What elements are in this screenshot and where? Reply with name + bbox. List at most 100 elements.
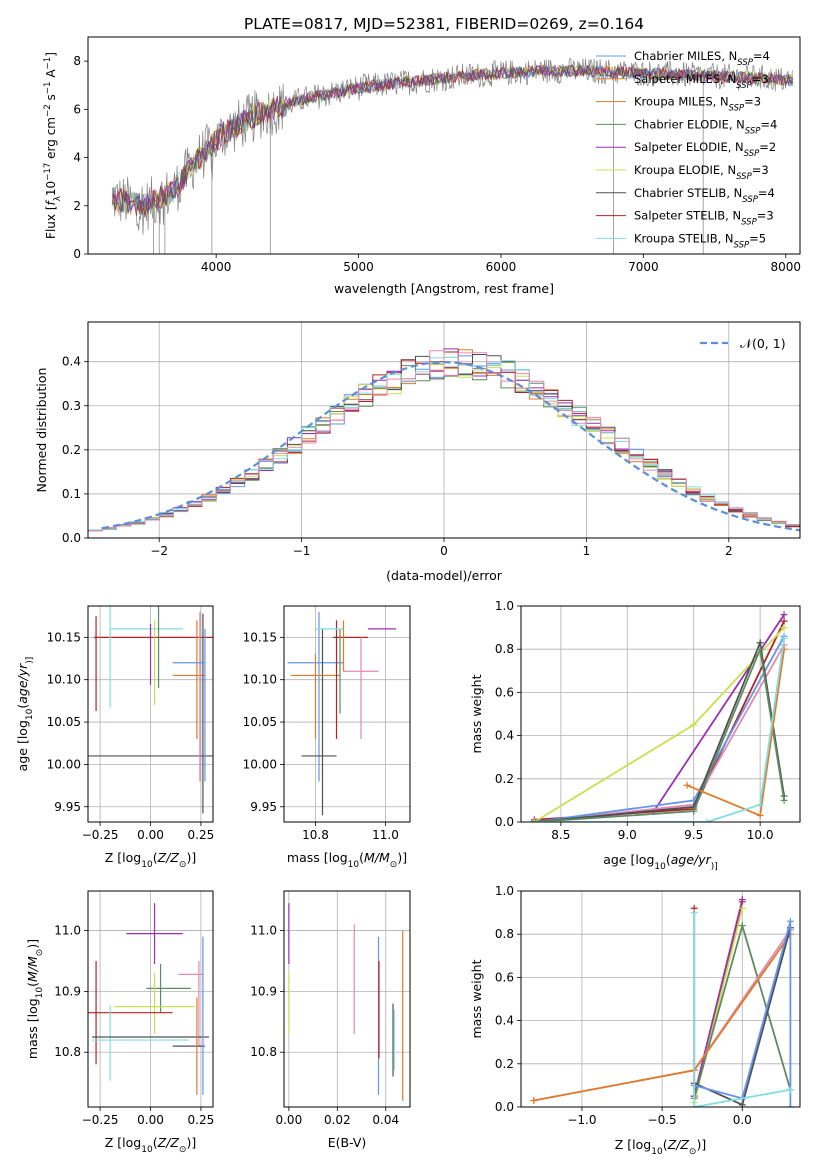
- y-tick-label: 10.00: [243, 757, 277, 771]
- spectrum-lines: [111, 57, 794, 254]
- weight-series: [530, 611, 788, 822]
- weight-line-purple: [693, 899, 744, 1097]
- spectrum-title: PLATE=0817, MJD=52381, FIBERID=0269, z=0…: [244, 15, 644, 33]
- y-tick-label: 10.8: [54, 1045, 81, 1059]
- x-tick-label: −1: [293, 544, 311, 558]
- weight-marker: [786, 1103, 794, 1107]
- y-tick-label: 10.8: [250, 1045, 277, 1059]
- ylabel: mass weight: [469, 959, 484, 1038]
- y-tick-label: 10.10: [47, 673, 81, 687]
- x-tick-label: 8000: [770, 260, 801, 274]
- y-tick-label: 1.0: [495, 599, 514, 613]
- mass-vs-metallicity-panel: −0.25 0.00 0.25 10.8 10.9 11.0 Z [log10(Z/Z⊙)]…: [25, 890, 214, 1155]
- y-tick-label: 0.6: [495, 970, 514, 984]
- weight-marker: [738, 1101, 746, 1107]
- x-tick-label: 9.5: [684, 828, 703, 842]
- y-tick-label: 0.8: [495, 642, 514, 656]
- weight-marker: [780, 611, 788, 619]
- y-tick-label: 10.10: [243, 673, 277, 687]
- model-line-dark: [112, 64, 794, 216]
- x-tick-label: −0.25: [82, 1113, 119, 1127]
- xlabel: Z [log10(Z/Z⊙)]: [105, 850, 196, 870]
- legend-entry: Kroupa ELODIE, NSSP=3: [634, 163, 769, 182]
- x-tick-label: 10.8: [302, 828, 329, 842]
- error-bars: [88, 606, 213, 814]
- y-tick-label: 6: [73, 102, 81, 116]
- grid-lines: [284, 891, 410, 1107]
- x-tick-label: 0.02: [324, 1113, 351, 1127]
- grid-lines: [521, 605, 800, 823]
- x-tick-label: −0.5: [648, 1113, 677, 1127]
- legend-entry: Salpeter MILES, NSSP=3: [634, 72, 769, 91]
- y-tick-label: 0.4: [495, 729, 514, 743]
- weight-vs-age-panel: 8.5 9.0 9.5 10.0 0.0 0.2 0.4 0.6 0.8 1.0 age [log1…: [469, 599, 801, 872]
- xlabel: mass [log10(M/M⊙)]: [287, 850, 407, 870]
- y-tick-label: 10.00: [47, 757, 81, 771]
- legend-entry: Kroupa MILES, NSSP=3: [634, 95, 761, 114]
- weight-line-purple: [534, 614, 785, 822]
- y-tick-label: 10.15: [243, 630, 277, 644]
- weight-marker: [756, 639, 764, 647]
- spectrum-xlabel: wavelength [Angstrom, rest frame]: [334, 281, 554, 296]
- axes-frame: [520, 890, 801, 1108]
- error-bars: [88, 903, 209, 1095]
- spectrum-legend: Chabrier MILES, NSSP=4 Salpeter MILES, NS…: [596, 49, 777, 250]
- weight-marker: [786, 917, 794, 925]
- weight-marker: [780, 796, 788, 804]
- grid-lines: [284, 606, 410, 822]
- weight-series: [530, 896, 794, 1107]
- y-tick-label: 10.05: [47, 715, 81, 729]
- weight-marker: [780, 624, 788, 632]
- x-tick-label: 8.5: [551, 828, 570, 842]
- y-tick-label: 0.0: [495, 815, 514, 829]
- x-tick-label: 10.0: [747, 828, 774, 842]
- y-tick-label: 0.0: [495, 1100, 514, 1114]
- legend-entry: Chabrier ELODIE, NSSP=4: [634, 117, 777, 136]
- y-tick-label: 2: [73, 199, 81, 213]
- legend-entry: Chabrier STELIB, NSSP=4: [634, 186, 775, 205]
- x-tick-label: 0.04: [372, 1113, 399, 1127]
- mass-vs-ebv-panel: 0.00 0.02 0.04 10.8 10.9 11.0 E(B-V): [250, 890, 411, 1150]
- weight-marker: [780, 634, 788, 642]
- y-tick-label: 0.4: [62, 355, 81, 369]
- x-tick-label: 5000: [343, 260, 374, 274]
- y-tick-label: 0.1: [62, 487, 81, 501]
- xlabel: Z [log10(Z/Z⊙)]: [615, 1137, 706, 1157]
- y-tick-label: 11.0: [250, 924, 277, 938]
- x-tick-label: −1.0: [567, 1113, 596, 1127]
- histogram-ylabel: Normed distribution: [34, 368, 49, 493]
- histogram-xlabel: (data-model)/error: [386, 568, 503, 583]
- weight-marker: [756, 801, 764, 809]
- age-vs-metallicity-panel: −0.25 0.00 0.25 9.95 10.00 10.05 10.10 10.15 Z […: [15, 605, 214, 870]
- weight-marker: [690, 909, 698, 917]
- y-tick-label: 9.95: [250, 800, 277, 814]
- error-bars: [288, 903, 404, 1101]
- model-line-purple: [111, 64, 794, 213]
- y-tick-label: 1.0: [495, 884, 514, 898]
- error-bars: [287, 611, 396, 816]
- weight-marker: [786, 1086, 794, 1094]
- y-tick-label: 0.2: [495, 772, 514, 786]
- x-tick-label: 0.0: [733, 1113, 752, 1127]
- y-tick-label: 0.2: [62, 443, 81, 457]
- spectrum-ylabel: Flux [fλ10−17 erg cm−2 s−1 A−1]: [43, 52, 63, 239]
- weight-line-red: [534, 620, 785, 821]
- weight-marker: [756, 812, 764, 820]
- legend-entry: Salpeter ELODIE, NSSP=2: [634, 140, 776, 159]
- x-tick-label: 7000: [628, 260, 659, 274]
- x-tick-label: 11.0: [372, 828, 399, 842]
- y-tick-label: 10.05: [243, 715, 277, 729]
- ylabel: mass weight: [469, 674, 484, 753]
- xlabel: Z [log10(Z/Z⊙)]: [105, 1135, 196, 1155]
- histograms: [88, 348, 800, 533]
- y-tick-label: 0.6: [495, 685, 514, 699]
- y-tick-label: 10.15: [47, 630, 81, 644]
- legend-entry: Kroupa STELIB, NSSP=5: [634, 231, 766, 250]
- weight-marker: [703, 818, 711, 822]
- y-tick-label: 0.0: [62, 531, 81, 545]
- weight-marker: [756, 645, 764, 653]
- grid-lines: [521, 890, 800, 1108]
- y-tick-label: 0.4: [495, 1014, 514, 1028]
- x-tick-label: 1: [583, 544, 591, 558]
- x-tick-label: 0.00: [275, 1113, 302, 1127]
